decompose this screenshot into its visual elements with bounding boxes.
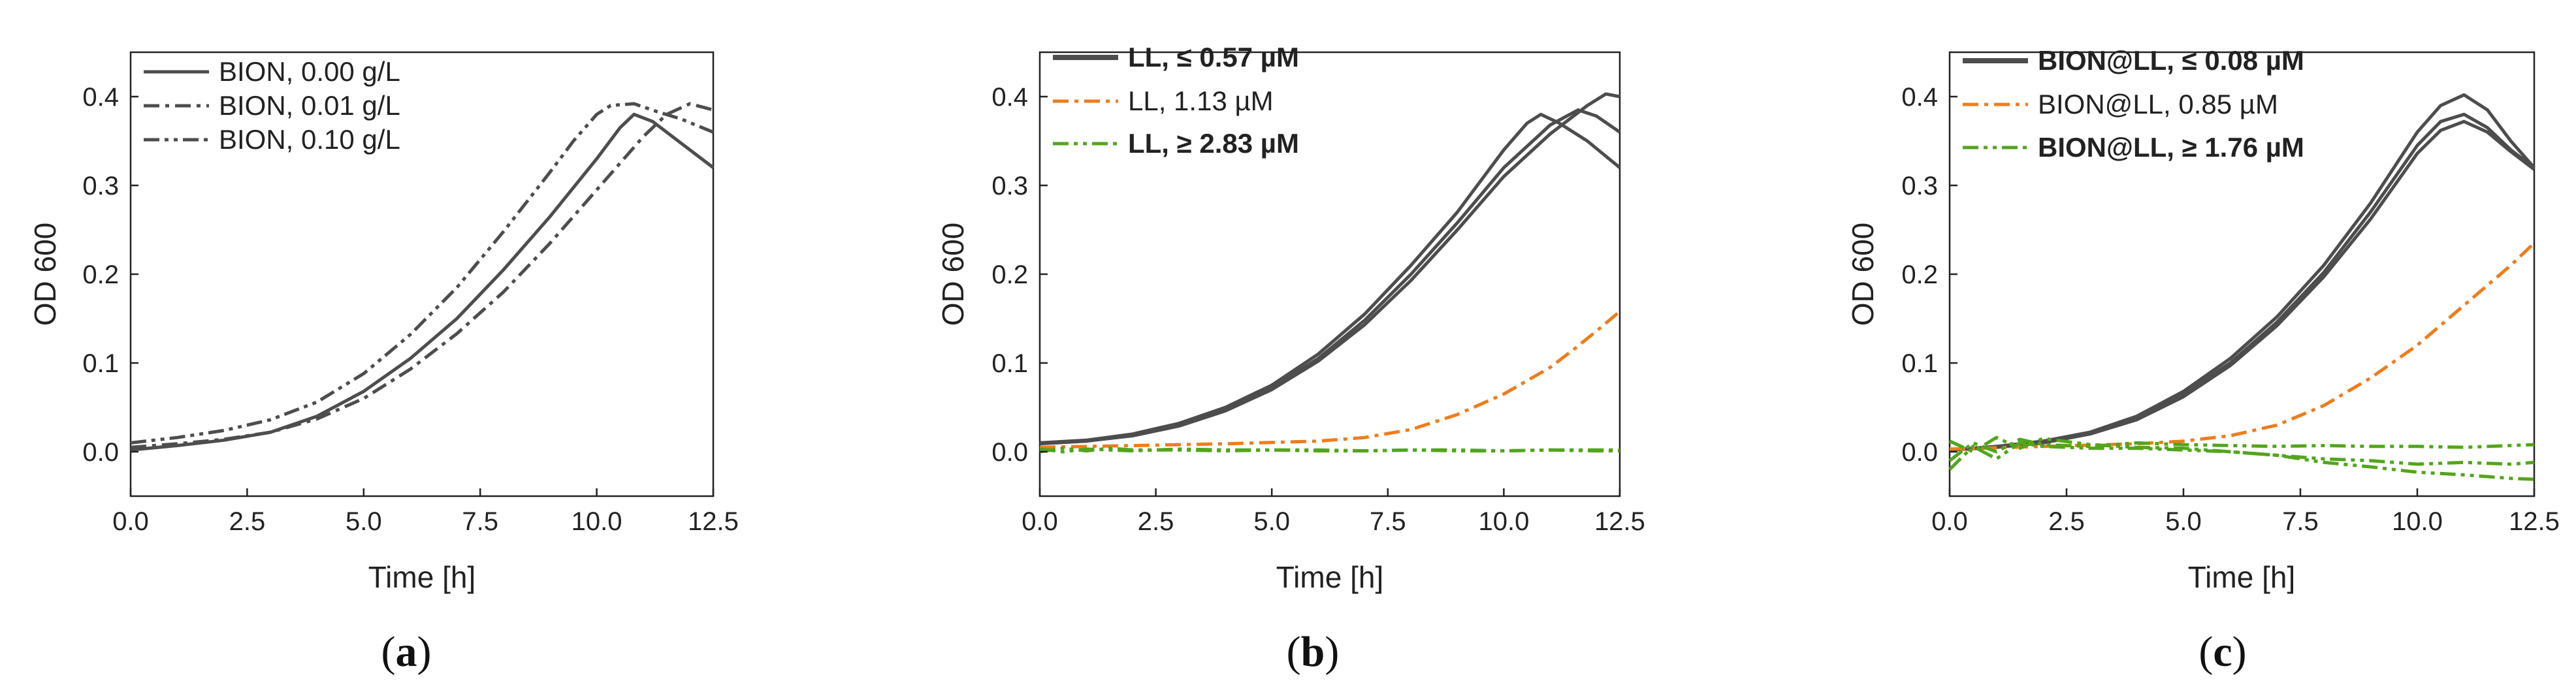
series-line xyxy=(1949,242,2536,451)
y-tick-label: 0.4 xyxy=(82,83,119,112)
series-line xyxy=(1949,112,2536,452)
series-line xyxy=(1039,447,1620,454)
y-tick-label: 0.0 xyxy=(82,438,119,467)
legend: BION, 0.00 g/L BION, 0.01 g/L BION, 0.10… xyxy=(144,56,400,155)
panel-label-a: (a) xyxy=(381,628,432,676)
y-axis-label: OD 600 xyxy=(28,223,62,326)
series-line xyxy=(130,102,714,445)
series-line xyxy=(1039,92,1620,446)
x-tick-label: 2.5 xyxy=(2048,507,2085,536)
y-tick-label: 0.1 xyxy=(1901,349,1938,378)
x-tick-label: 12.5 xyxy=(1594,507,1645,536)
series-line xyxy=(1948,437,2535,462)
panel-label-c: (c) xyxy=(2198,628,2246,676)
legend-entry: BION, 0.10 g/L xyxy=(219,124,400,155)
x-tick-label: 12.5 xyxy=(688,507,739,536)
x-tick-label: 0.0 xyxy=(112,507,149,536)
legend: BION@LL, ≤ 0.08 µM BION@LL, 0.85 µM BION… xyxy=(1963,45,2304,163)
legend-entry: BION@LL, ≤ 0.08 µM xyxy=(2038,45,2304,76)
x-tick-label: 7.5 xyxy=(462,507,498,536)
legend-entry: BION, 0.00 g/L xyxy=(219,56,400,87)
x-axis-label: Time [h] xyxy=(1276,560,1383,594)
x-tick-label: 10.0 xyxy=(572,507,622,536)
x-tick-label: 7.5 xyxy=(2282,507,2319,536)
y-tick-label: 0.3 xyxy=(991,172,1028,200)
series-line xyxy=(1039,310,1621,449)
panel-label-b: (b) xyxy=(1287,628,1340,676)
x-tick-label: 10.0 xyxy=(2392,507,2443,536)
x-tick-label: 12.5 xyxy=(2509,507,2560,536)
y-tick-label: 0.2 xyxy=(82,260,119,289)
panel-letter: b xyxy=(1301,628,1325,676)
series-line xyxy=(130,112,715,452)
y-axis-label: OD 600 xyxy=(1846,223,1880,326)
y-tick-label: 0.2 xyxy=(1901,260,1938,289)
series-line xyxy=(1948,441,2535,481)
legend-entry: LL, ≥ 2.83 µM xyxy=(1128,128,1299,159)
legend-entry: LL, 1.13 µM xyxy=(1128,86,1274,116)
series-line xyxy=(130,102,714,449)
y-tick-label: 0.0 xyxy=(1901,438,1938,467)
series-line xyxy=(1949,119,2536,452)
legend-entry: BION, 0.01 g/L xyxy=(219,90,400,121)
y-tick-label: 0.4 xyxy=(1901,83,1938,112)
ticks-layer: 0.0 2.5 5.0 7.5 10.0 12.5 0.0 0.1 0.2 0.3 0.4 xyxy=(82,83,739,536)
y-tick-label: 0.3 xyxy=(1901,172,1938,200)
legend-entry: LL, ≤ 0.57 µM xyxy=(1128,42,1299,72)
y-tick-label: 0.0 xyxy=(991,438,1028,467)
x-tick-label: 5.0 xyxy=(2165,507,2202,536)
panel-letter: c xyxy=(2213,628,2232,676)
x-tick-label: 2.5 xyxy=(1138,507,1174,536)
series-line xyxy=(1039,112,1621,445)
series-layer xyxy=(1948,93,2536,481)
x-tick-label: 5.0 xyxy=(346,507,382,536)
plot-frame xyxy=(129,51,715,497)
legend-entry: BION@LL, ≥ 1.76 µM xyxy=(2038,132,2304,163)
y-tick-label: 0.1 xyxy=(82,349,119,378)
series-line xyxy=(1039,108,1621,445)
x-axis-label: Time [h] xyxy=(2188,560,2295,594)
x-tick-label: 2.5 xyxy=(229,507,266,536)
x-tick-label: 5.0 xyxy=(1253,507,1290,536)
y-tick-label: 0.4 xyxy=(991,83,1028,112)
y-tick-label: 0.3 xyxy=(82,172,119,200)
panel-letter: a xyxy=(396,628,417,676)
panel-c: 0.0 2.5 5.0 7.5 10.0 12.5 0.0 0.1 0.2 0.3 0.4 BION… xyxy=(1846,45,2560,676)
ticks-layer: 0.0 2.5 5.0 7.5 10.0 12.5 0.0 0.1 0.2 0.3 0.4 xyxy=(991,83,1645,536)
panel-a: 0.0 2.5 5.0 7.5 10.0 12.5 0.0 0.1 0.2 0.3 0.4 BION… xyxy=(28,51,739,676)
legend: LL, ≤ 0.57 µM LL, 1.13 µM LL, ≥ 2.83 µM xyxy=(1053,42,1299,159)
y-tick-label: 0.1 xyxy=(991,349,1028,378)
legend-entry: BION@LL, 0.85 µM xyxy=(2038,89,2278,119)
ticks-layer: 0.0 2.5 5.0 7.5 10.0 12.5 0.0 0.1 0.2 0.3 0.4 xyxy=(1901,83,2560,536)
series-layer xyxy=(130,102,715,452)
panel-b: 0.0 2.5 5.0 7.5 10.0 12.5 0.0 0.1 0.2 0.3 0.4 LL, … xyxy=(936,42,1645,676)
x-tick-label: 0.0 xyxy=(1022,507,1058,536)
x-tick-label: 10.0 xyxy=(1478,507,1529,536)
x-tick-label: 0.0 xyxy=(1931,507,1968,536)
x-axis-label: Time [h] xyxy=(368,560,475,594)
y-axis-label: OD 600 xyxy=(936,223,970,326)
x-tick-label: 7.5 xyxy=(1370,507,1406,536)
series-layer xyxy=(1039,92,1621,454)
y-tick-label: 0.2 xyxy=(991,260,1028,289)
